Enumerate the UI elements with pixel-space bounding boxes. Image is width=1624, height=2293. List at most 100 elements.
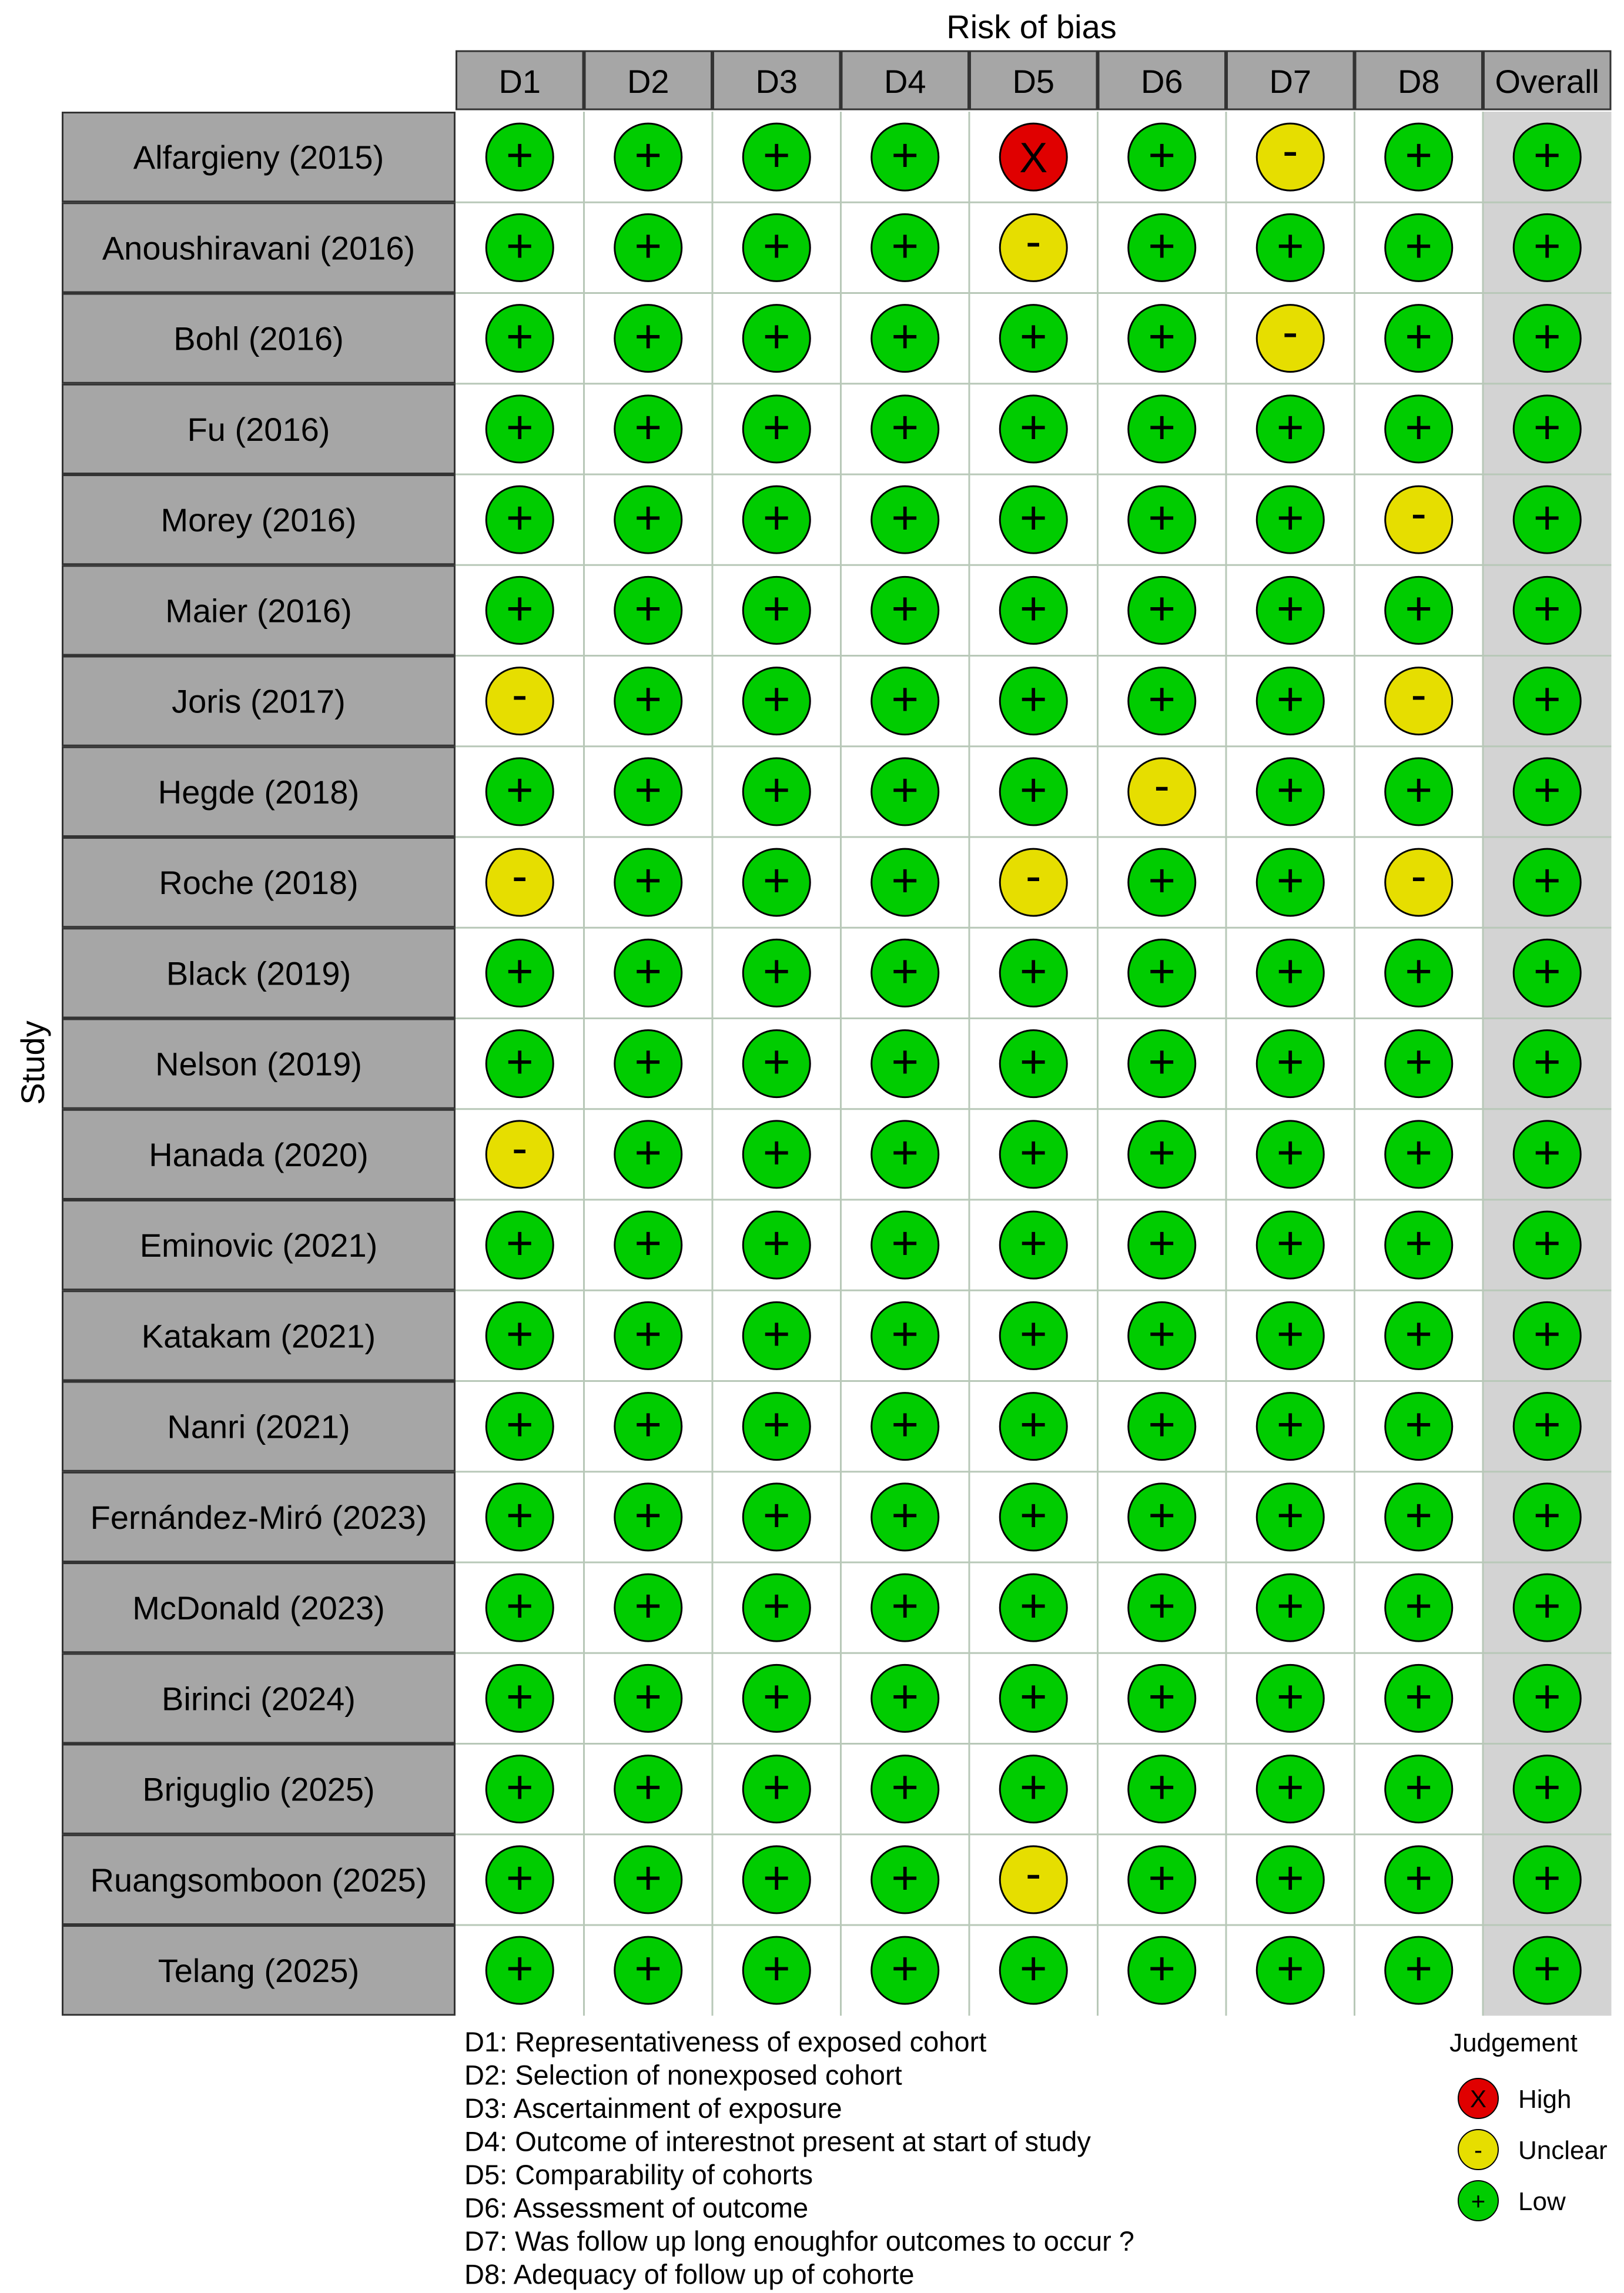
judgement-symbol: +	[763, 945, 791, 997]
judgement-symbol: +	[1020, 1217, 1047, 1269]
study-label: Ruangsomboon (2025)	[91, 1862, 427, 1899]
judgement-low-marker	[742, 938, 811, 1007]
judgement-symbol: +	[763, 1126, 791, 1179]
judgement-low-marker	[870, 757, 940, 826]
judgement-low-marker	[1512, 213, 1582, 282]
judgement-low-marker	[1512, 757, 1582, 826]
judgement-low-marker	[999, 575, 1068, 645]
judgement-low-marker	[1384, 1301, 1454, 1370]
judgement-low-marker	[1512, 394, 1582, 464]
judgement-symbol: +	[1405, 310, 1432, 363]
study-label: Black (2019)	[166, 955, 351, 992]
judgement-low-marker	[1384, 1573, 1454, 1642]
judgement-low-marker	[742, 1663, 811, 1733]
judgement-unclear-marker	[1255, 304, 1325, 373]
judgement-low-marker	[485, 938, 554, 1007]
study-cell	[62, 1743, 456, 1835]
legend-label: High	[1518, 2085, 1572, 2114]
judgement-symbol: +	[634, 1398, 662, 1451]
judgement-symbol: +	[763, 764, 791, 816]
judgement-low-marker	[1127, 304, 1197, 373]
judgement-low-marker	[742, 1301, 811, 1370]
judgement-low-marker	[485, 1392, 554, 1461]
judgement-symbol: +	[763, 854, 791, 906]
judgement-symbol: +	[1020, 945, 1047, 997]
judgement-low-marker	[870, 848, 940, 917]
judgement-low-marker	[1127, 1120, 1197, 1189]
judgement-symbol: +	[506, 129, 534, 181]
domain-definitions: D1: Representativeness of exposed cohort…	[464, 2026, 1134, 2290]
judgement-symbol: +	[1148, 310, 1176, 363]
judgement-unclear-marker	[1384, 848, 1454, 917]
judgement-symbol: +	[1533, 582, 1561, 634]
judgement-low-marker	[1255, 667, 1325, 736]
judgement-symbol: +	[1020, 1942, 1047, 1994]
judgement-symbol: +	[506, 1398, 534, 1451]
judgement-symbol: +	[1533, 1126, 1561, 1179]
judgement-low-marker	[1512, 304, 1582, 373]
judgement-low-marker	[1255, 1755, 1325, 1824]
judgement-symbol: +	[1020, 1761, 1047, 1813]
judgement-symbol: +	[891, 854, 919, 906]
judgement-low-marker	[1255, 575, 1325, 645]
judgement-low-marker	[1384, 394, 1454, 464]
judgement-symbol: +	[1020, 401, 1047, 453]
judgement-low-marker	[870, 1482, 940, 1552]
judgement-low-marker	[485, 757, 554, 826]
study-cell	[62, 202, 456, 293]
judgement-symbol: +	[763, 1398, 791, 1451]
judgement-symbol: +	[1533, 1942, 1561, 1994]
legend-symbol: +	[1471, 2187, 1486, 2215]
judgement-unclear-marker	[999, 1845, 1068, 1914]
judgement-symbol: -	[1411, 849, 1427, 902]
judgement-low-marker	[1255, 394, 1325, 464]
judgement-symbol: +	[1533, 310, 1561, 363]
judgement-low-marker	[1512, 1845, 1582, 1914]
judgement-low-marker	[999, 485, 1068, 554]
judgement-unclear-marker	[999, 848, 1068, 917]
study-cell	[62, 1834, 456, 1925]
judgement-low-marker	[1255, 1482, 1325, 1552]
judgement-symbol: +	[1405, 764, 1432, 816]
judgement-symbol: +	[1148, 129, 1176, 181]
judgement-symbol: +	[1405, 1126, 1432, 1179]
judgement-symbol: +	[1533, 764, 1561, 816]
judgement-symbol: +	[1020, 1126, 1047, 1179]
judgement-symbol: +	[1020, 1670, 1047, 1722]
judgement-low-marker	[1384, 1936, 1454, 2005]
judgement-symbol: +	[891, 1852, 919, 1904]
judgement-low-marker	[870, 1936, 940, 2005]
judgement-symbol: +	[1277, 1579, 1304, 1632]
judgement-symbol: +	[891, 1489, 919, 1541]
judgement-low-marker	[1384, 1663, 1454, 1733]
judgement-unclear-marker	[1384, 667, 1454, 736]
judgement-symbol: +	[506, 219, 534, 272]
judgement-low-marker	[870, 394, 940, 464]
judgement-low-marker	[999, 667, 1068, 736]
column-header-label: D4	[884, 63, 926, 100]
column-headers: D1 D2 D3 D4 D5 D6 D7 D8 Overall	[456, 50, 1612, 111]
legend-low-marker	[1458, 2180, 1499, 2221]
judgement-low-marker	[742, 575, 811, 645]
judgement-symbol: +	[634, 401, 662, 453]
judgement-symbol: +	[634, 1217, 662, 1269]
judgement-low-marker	[614, 1936, 683, 2005]
judgement-low-marker	[742, 1936, 811, 2005]
judgement-symbol: +	[1277, 1126, 1304, 1179]
judgement-low-marker	[999, 394, 1068, 464]
judgement-low-marker	[742, 394, 811, 464]
judgement-low-marker	[614, 1755, 683, 1824]
judgement-symbol: +	[1277, 219, 1304, 272]
judgement-low-marker	[1127, 1936, 1197, 2005]
judgement-low-marker	[1127, 485, 1197, 554]
judgement-symbol: +	[1533, 1217, 1561, 1269]
judgement-low-marker	[999, 1120, 1068, 1189]
study-label: Eminovic (2021)	[140, 1227, 378, 1264]
judgement-symbol: +	[1405, 1036, 1432, 1088]
judgement-symbol: +	[506, 1942, 534, 1994]
judgement-low-marker	[999, 1301, 1068, 1370]
study-cell	[62, 1290, 456, 1381]
judgement-low-marker	[1127, 1845, 1197, 1914]
judgement-low-marker	[614, 394, 683, 464]
judgement-symbol: +	[506, 1670, 534, 1722]
